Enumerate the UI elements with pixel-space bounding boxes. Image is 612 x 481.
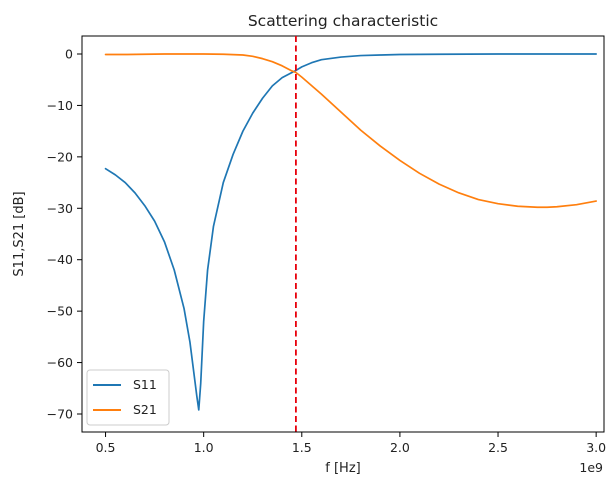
y-tick-label: −50 — [47, 304, 73, 319]
x-tick-label: 2.0 — [390, 440, 410, 455]
y-axis-label: S11,S21 [dB] — [12, 191, 27, 276]
x-tick-label: 3.0 — [586, 440, 606, 455]
x-tick-label: 1.5 — [292, 440, 312, 455]
plot-frame — [81, 35, 605, 433]
series-line-s11 — [104, 53, 598, 411]
y-tick-label: −70 — [47, 407, 73, 422]
y-axis: 0 −10 −20 −30 −40 −50 −60 −70 — [47, 47, 82, 422]
y-tick-label: −30 — [47, 201, 73, 216]
y-tick-label: 0 — [65, 47, 73, 62]
plot-area: 0.5 1.0 1.5 2.0 2.5 3.0 0 −10 −20 −30 −40 −50 −60 −7… — [47, 35, 606, 455]
x-tick-label: 2.5 — [488, 440, 508, 455]
legend-label-s11: S11 — [133, 377, 157, 392]
y-tick-label: −20 — [47, 149, 73, 164]
series-layer — [104, 53, 598, 411]
legend-label-s21: S21 — [133, 402, 157, 417]
series-line-s21 — [104, 53, 598, 209]
legend-frame — [86, 369, 170, 426]
x-offset-label: 1e9 — [579, 460, 603, 475]
chart-title: Scattering characteristic — [248, 12, 438, 30]
x-tick-label: 0.5 — [96, 440, 116, 455]
x-axis-label: f [Hz] — [325, 461, 360, 476]
y-tick-label: −60 — [47, 355, 73, 370]
y-tick-label: −10 — [47, 98, 73, 113]
x-axis: 0.5 1.0 1.5 2.0 2.5 3.0 — [96, 432, 606, 455]
legend: S11 S21 — [86, 369, 170, 426]
x-tick-label: 1.0 — [194, 440, 214, 455]
y-tick-label: −40 — [47, 252, 73, 267]
